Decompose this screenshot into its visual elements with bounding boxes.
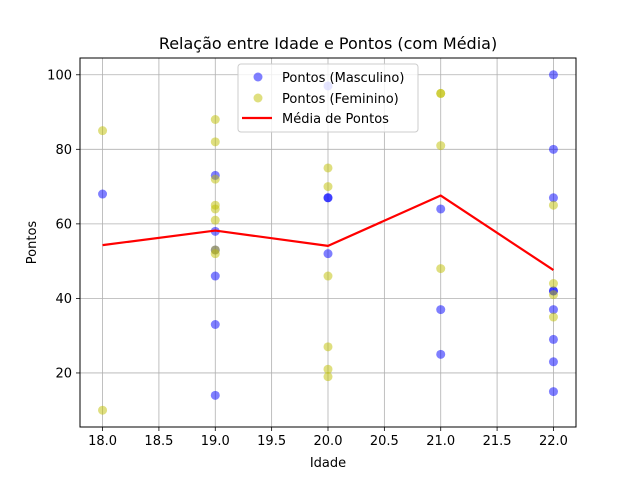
point-feminino [210,174,220,184]
point-feminino [436,88,446,98]
point-masculino [436,204,446,214]
point-masculino [436,349,446,359]
plot-data [98,70,558,415]
legend-label-feminino: Pontos (Feminino) [282,92,399,107]
point-feminino [98,405,108,415]
legend-label-media: Média de Pontos [282,112,389,127]
legend-marker-feminino [253,93,263,103]
y-tick-label: 60 [55,217,72,232]
point-feminino [323,342,333,352]
point-feminino [323,182,333,192]
x-tick-label: 20.5 [370,434,399,449]
point-masculino [548,193,558,203]
point-masculino [548,305,558,315]
point-masculino [323,193,333,203]
point-feminino [548,279,558,288]
point-masculino [210,271,220,281]
point-feminino [323,364,333,374]
x-tick-label: 21.5 [483,434,512,449]
x-tick-label: 21.0 [426,434,455,449]
y-tick-label: 40 [55,292,72,307]
point-feminino [323,372,333,382]
point-feminino [436,141,446,151]
x-tick-label: 22.0 [539,434,568,449]
point-masculino [548,144,558,154]
point-feminino [98,126,108,136]
point-feminino [210,204,220,214]
point-feminino [210,115,220,124]
point-masculino [548,70,558,80]
point-masculino [323,249,333,259]
legend-marker-masculino [253,72,263,82]
x-tick-label: 19.5 [257,434,286,449]
legend-label-masculino: Pontos (Masculino) [282,71,404,86]
point-masculino [210,320,220,329]
point-masculino [548,387,558,397]
point-masculino [548,334,558,344]
y-tick-label: 80 [55,143,72,158]
y-axis-label: Pontos [25,221,40,265]
point-feminino [548,200,558,210]
legend: Pontos (Masculino) Pontos (Feminino) Méd… [237,63,419,133]
y-tick-label: 100 [47,68,72,83]
point-feminino [548,312,558,322]
x-tick-label: 20.0 [314,434,343,449]
y-tick-label: 20 [55,366,72,381]
point-feminino [210,215,220,225]
legend-box [237,63,419,133]
x-tick-label: 19.0 [201,434,230,449]
point-masculino [210,390,220,400]
point-masculino [98,189,108,199]
point-feminino [323,163,333,173]
point-feminino [210,137,220,147]
point-feminino [436,264,446,274]
chart-title: Relação entre Idade e Pontos (com Média) [159,34,497,53]
point-feminino [323,271,333,281]
x-axis-label: Idade [310,456,346,471]
x-tick-label: 18.5 [144,434,173,449]
x-tick-label: 18.0 [88,434,117,449]
point-masculino [548,357,558,367]
point-feminino [210,249,220,259]
axis-ticks: 18.0 18.5 19.0 19.5 20.0 20.5 21.0 21.5 22.0 20 40… [47,68,568,449]
point-masculino [436,305,446,315]
mean-line [102,194,555,271]
point-feminino [548,290,558,300]
